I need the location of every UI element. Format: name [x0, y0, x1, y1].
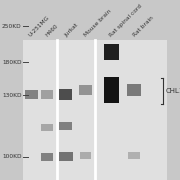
Text: 100KD: 100KD: [2, 154, 22, 159]
Bar: [25, 90, 38, 99]
Bar: [59, 122, 72, 130]
Text: 130KD: 130KD: [2, 93, 22, 98]
Bar: [128, 152, 140, 159]
Bar: [41, 90, 53, 99]
Bar: [23, 40, 167, 180]
Bar: [127, 84, 141, 96]
Text: H460: H460: [44, 23, 59, 38]
Bar: [104, 44, 119, 60]
Text: Rat brain: Rat brain: [132, 15, 155, 38]
Bar: [80, 152, 91, 159]
Text: 180KD: 180KD: [2, 60, 22, 65]
Bar: [58, 152, 73, 161]
Text: 250KD: 250KD: [2, 24, 22, 29]
Bar: [41, 124, 53, 131]
Bar: [79, 85, 92, 95]
Text: Jurkat: Jurkat: [64, 22, 80, 38]
Bar: [59, 89, 72, 100]
Text: U-251MG: U-251MG: [28, 15, 51, 38]
Text: CHL1: CHL1: [166, 88, 180, 94]
Text: Mouse brain: Mouse brain: [83, 9, 112, 38]
Bar: [40, 152, 53, 161]
Text: Rat spinal cord: Rat spinal cord: [109, 3, 143, 38]
Bar: [104, 77, 119, 103]
